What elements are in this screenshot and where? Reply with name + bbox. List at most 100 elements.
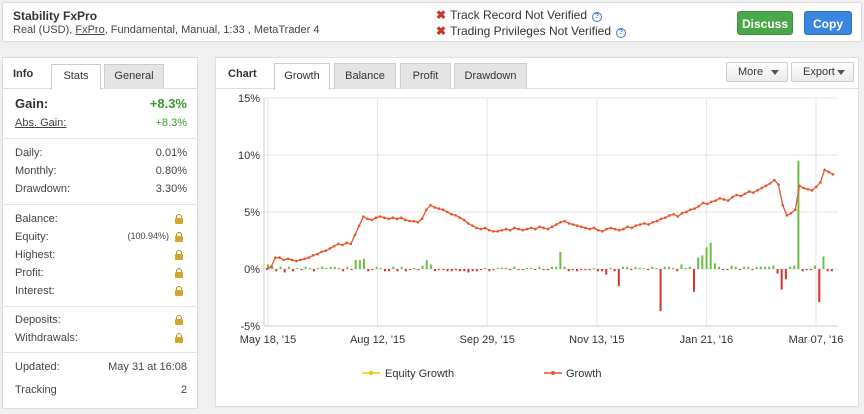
growth-point (584, 226, 587, 230)
daily-change-bar (663, 266, 666, 269)
legend-label: Equity Growth (385, 368, 454, 380)
growth-point (408, 219, 411, 223)
daily-change-bar (434, 269, 437, 272)
trading-privileges-label: Trading Privileges Not Verified (450, 24, 612, 38)
daily-change-bar (496, 267, 499, 269)
broker-link[interactable]: FxPro (75, 24, 105, 36)
lock-icon (175, 250, 183, 260)
daily-change-bar (304, 266, 307, 269)
tab-balance[interactable]: Balance (334, 63, 396, 89)
info-title: Info (13, 68, 34, 80)
monthly-label: Monthly: (15, 165, 57, 177)
help-icon[interactable]: ? (592, 12, 603, 22)
equity-percent: (100.94%) (127, 231, 169, 241)
growth-point (638, 223, 642, 226)
growth-point (357, 224, 361, 227)
export-dropdown[interactable]: Export (791, 62, 854, 82)
daily-change-bar (563, 266, 566, 269)
growth-point (781, 203, 784, 207)
discuss-button[interactable]: Discuss (737, 11, 793, 35)
daily-change-bar (388, 269, 391, 272)
x-tick-label: Aug 12, '15 (350, 334, 405, 346)
growth-point (622, 227, 625, 231)
daily-change-bar (517, 269, 520, 271)
growth-point (726, 199, 730, 202)
growth-point (693, 207, 696, 210)
daily-change-bar (525, 267, 528, 269)
daily-change-bar (338, 267, 340, 269)
daily-change-bar (647, 269, 650, 271)
daily-change-bar (814, 265, 817, 269)
tracking-value: 2 (180, 384, 187, 396)
growth-point (609, 226, 613, 230)
daily-change-bar (450, 269, 453, 272)
growth-point (332, 244, 336, 248)
legend-marker (369, 371, 373, 375)
daily-change-bar (709, 242, 712, 269)
growth-point (647, 223, 650, 226)
daily-change-bar (267, 264, 269, 269)
tab-drawdown[interactable]: Drawdown (454, 63, 527, 89)
drawdown-row: Drawdown: 3.30% (15, 183, 187, 197)
daily-change-bar (722, 269, 725, 271)
daily-change-bar (375, 266, 378, 269)
tab-growth[interactable]: Growth (274, 63, 330, 90)
growth-point (395, 217, 399, 221)
daily-change-bar (571, 269, 574, 271)
growth-chart: 15% 10% 5% 0% -5%May 18, '15 Aug 12, '15 Sep 2… (238, 93, 843, 380)
growth-line (266, 168, 834, 270)
growth-point (643, 222, 646, 225)
growth-point (617, 228, 621, 232)
tab-general[interactable]: General (104, 64, 164, 89)
daily-change-bar (463, 269, 466, 272)
gain-value: +8.3% (149, 96, 187, 111)
growth-point (563, 219, 566, 223)
daily-change-bar (321, 266, 324, 269)
daily-change-bar (776, 269, 779, 274)
tab-stats[interactable]: Stats (51, 64, 101, 90)
growth-point (626, 225, 629, 229)
balance-label: Balance: (15, 213, 58, 225)
daily-change-bar (346, 266, 349, 269)
abs-gain-value: +8.3% (155, 117, 188, 129)
daily-change-bar (588, 269, 591, 271)
daily-change-bar (421, 265, 424, 269)
track-record-label: Track Record Not Verified (450, 8, 588, 22)
tab-profit[interactable]: Profit (400, 63, 451, 89)
daily-change-bar (396, 269, 399, 272)
growth-point (521, 228, 525, 232)
daily-change-bar (509, 269, 512, 271)
more-dropdown[interactable]: More (726, 62, 788, 82)
daily-change-bar (425, 259, 428, 269)
daily-change-bar (630, 269, 633, 271)
daily-change-bar (784, 269, 787, 280)
daily-change-bar (801, 269, 804, 272)
growth-point (747, 190, 751, 193)
growth-point (362, 215, 365, 218)
deposits-label: Deposits: (15, 314, 61, 326)
abs-gain-label[interactable]: Abs. Gain: (15, 117, 67, 129)
daily-change-bar (317, 267, 320, 269)
growth-point (575, 224, 579, 227)
copy-button[interactable]: Copy (804, 11, 852, 35)
growth-point (684, 210, 688, 214)
help-icon[interactable]: ? (616, 28, 627, 38)
daily-change-bar (822, 256, 825, 269)
growth-point (513, 226, 516, 230)
daily-change-bar (576, 269, 579, 272)
daily-change-bar (500, 267, 503, 269)
daily-change-bar (676, 269, 679, 272)
growth-point (592, 226, 596, 230)
growth-point (764, 184, 768, 188)
growth-point (458, 216, 462, 219)
growth-point (596, 228, 600, 232)
monthly-value: 0.80% (155, 165, 187, 177)
daily-change-bar (701, 255, 704, 269)
growth-point (827, 170, 831, 174)
growth-point (496, 230, 499, 233)
drawdown-value: 3.30% (155, 183, 187, 195)
highest-row: Highest: (15, 249, 187, 263)
lock-icon (175, 315, 183, 325)
growth-point (450, 212, 453, 216)
growth-point (542, 226, 546, 230)
